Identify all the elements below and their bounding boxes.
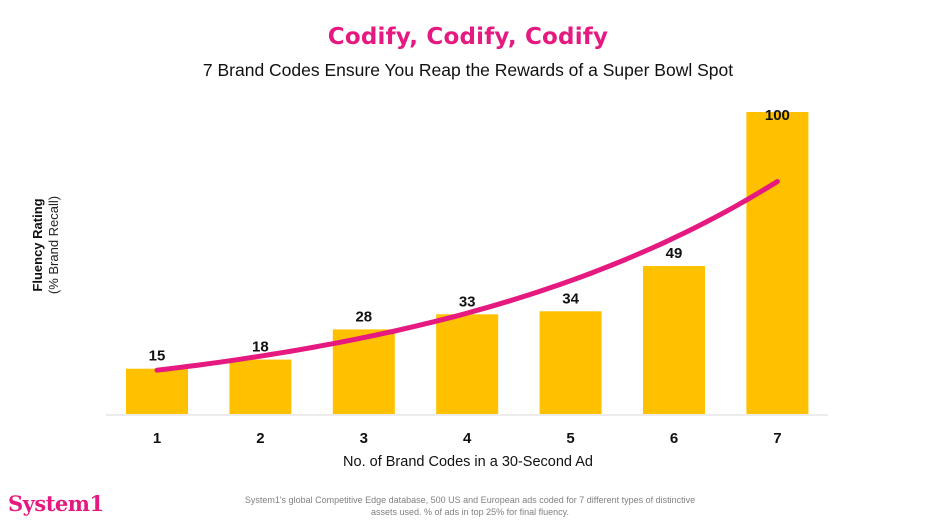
- bar-6: [643, 266, 705, 414]
- x-tick-labels-group: 1 2 3 4 5 6 7: [153, 430, 782, 447]
- system1-logo: System1: [8, 491, 104, 516]
- x-axis-label: No. of Brand Codes in a 30-Second Ad: [343, 454, 593, 470]
- bar-7: [746, 112, 809, 414]
- x-tick-label-5: 5: [566, 430, 574, 447]
- x-tick-label-1: 1: [153, 430, 161, 447]
- x-tick-label-7: 7: [773, 430, 781, 447]
- footnote-line-1: System1's global Competitive Edge databa…: [244, 495, 696, 505]
- data-label-3: 28: [355, 308, 372, 325]
- data-label-2: 18: [252, 339, 269, 356]
- data-labels-group: 15 18 28 33 34 49 100: [149, 107, 790, 365]
- footnote-line-2: assets used. % of ads in top 25% for fin…: [371, 507, 569, 517]
- bars-group: [126, 112, 809, 414]
- x-tick-label-2: 2: [256, 430, 264, 447]
- x-tick-label-6: 6: [670, 430, 678, 447]
- trendline: [154, 179, 780, 373]
- bar-4: [436, 314, 499, 414]
- bar-5: [539, 311, 602, 414]
- bar-2: [229, 359, 292, 414]
- x-tick-label-3: 3: [360, 430, 368, 447]
- chart-title: Codify, Codify, Codify: [327, 24, 609, 50]
- x-tick-label-4: 4: [463, 430, 472, 447]
- data-label-5: 34: [562, 290, 579, 307]
- data-label-6: 49: [666, 245, 683, 262]
- data-label-4: 33: [459, 293, 476, 310]
- bar-1: [126, 368, 188, 414]
- footnote: System1's global Competitive Edge databa…: [200, 494, 740, 518]
- data-label-7: 100: [765, 107, 790, 124]
- data-label-1: 15: [149, 348, 166, 365]
- chart-subtitle: 7 Brand Codes Ensure You Reap the Reward…: [202, 60, 734, 80]
